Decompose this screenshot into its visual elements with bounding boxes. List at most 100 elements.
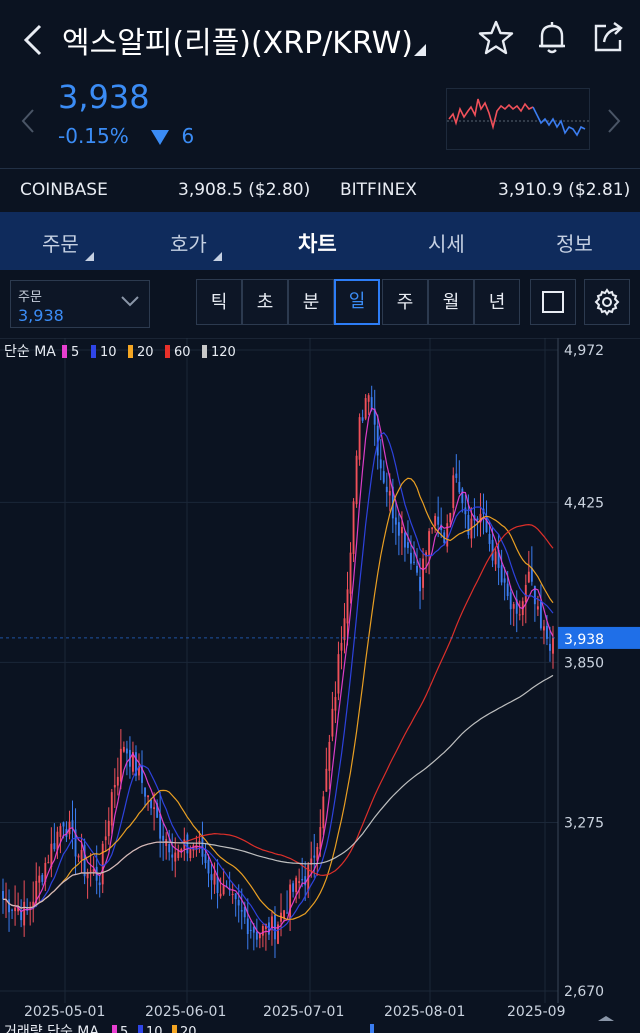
exchange-value-coinbase: 3,908.5 ($2.80): [178, 180, 311, 200]
candle-body: [138, 766, 140, 776]
mini-chart[interactable]: [446, 88, 590, 150]
period-day[interactable]: 일: [334, 279, 380, 325]
tab-order-menu-icon[interactable]: [85, 252, 94, 261]
x-tick-label: 2025-08-01: [384, 1004, 465, 1020]
tab-chart[interactable]: 차트: [298, 232, 337, 256]
page-title[interactable]: 엑스알피(리플)(XRP/KRW): [62, 26, 413, 61]
bell-icon[interactable]: [532, 18, 572, 58]
candle-body: [237, 899, 240, 906]
candle-body: [416, 565, 418, 573]
candle-body: [20, 910, 23, 921]
tab-orderbook-menu-icon[interactable]: [213, 252, 222, 261]
candle-body: [334, 697, 337, 711]
exchange-name-coinbase: COINBASE: [20, 180, 108, 200]
candle-body: [295, 877, 298, 893]
tab-info[interactable]: 정보: [556, 232, 593, 256]
candle-body: [304, 876, 307, 886]
candle-body: [74, 829, 77, 857]
candle-body: [367, 395, 370, 402]
prev-coin-icon[interactable]: [18, 106, 38, 136]
candle-body: [349, 552, 352, 594]
candle-body: [452, 475, 455, 508]
volume-bar: [370, 1024, 374, 1033]
candle-body: [346, 589, 349, 624]
candle-body: [546, 625, 548, 639]
price-change: -0.15% 6: [58, 124, 194, 148]
share-icon[interactable]: [588, 18, 628, 58]
candle-body: [479, 513, 482, 523]
candle-body: [204, 854, 207, 864]
candle-body: [222, 885, 225, 895]
x-tick-label: 2025-07-01: [263, 1004, 344, 1020]
order-select[interactable]: [10, 280, 150, 328]
settings-button[interactable]: [584, 279, 630, 325]
ma-legend-swatch: [165, 345, 170, 358]
candle-body: [455, 473, 458, 478]
tab-orderbook[interactable]: 호가: [170, 232, 207, 256]
square-icon: [542, 291, 564, 313]
candle-body: [56, 831, 59, 851]
candle-body: [425, 552, 428, 557]
candle-body: [491, 539, 494, 561]
chevron-down-icon[interactable]: [120, 294, 140, 308]
price-chart[interactable]: 단순 MA 5 10 20 60 120 4,972 4,425 3,850 3,275 2,670…: [0, 338, 640, 1033]
candle-body: [116, 776, 119, 786]
candle-body: [283, 910, 285, 919]
period-year[interactable]: 년: [474, 279, 520, 325]
candle-body: [358, 417, 361, 460]
tab-market[interactable]: 시세: [428, 232, 465, 256]
fullscreen-button[interactable]: [530, 279, 576, 325]
scroll-handle-icon[interactable]: [598, 1016, 614, 1021]
star-icon[interactable]: [476, 18, 516, 58]
candle-body: [83, 844, 86, 877]
current-price-label: 3,938: [564, 632, 604, 648]
candle-body: [458, 481, 461, 493]
candle-body: [213, 873, 216, 885]
candle-body: [240, 910, 243, 912]
candle-body: [14, 907, 17, 912]
candle-body: [41, 874, 44, 882]
candle-body: [437, 516, 440, 525]
candle-body: [542, 626, 545, 631]
period-tick[interactable]: 틱: [196, 279, 242, 325]
period-week[interactable]: 주: [382, 279, 428, 325]
candle-body: [518, 614, 521, 616]
candle-body: [530, 567, 533, 582]
candle-body: [422, 558, 424, 588]
candle-body: [180, 849, 183, 852]
candle-body: [113, 785, 116, 788]
title-dropdown-icon[interactable]: [414, 44, 426, 56]
volume-legend-swatch: [112, 1025, 117, 1033]
candle-body: [207, 859, 210, 874]
candle-body: [141, 765, 143, 783]
candle-body: [385, 486, 388, 493]
tab-bar: [0, 212, 640, 270]
candle-body: [132, 751, 134, 772]
change-amount: 6: [181, 124, 195, 148]
candle-body: [373, 408, 376, 425]
next-coin-icon[interactable]: [604, 106, 624, 136]
candle-body: [171, 854, 174, 858]
candle-body: [494, 551, 497, 565]
candle-body: [277, 924, 279, 944]
period-second[interactable]: 초: [242, 279, 288, 325]
candle-body: [355, 455, 358, 505]
candle-body: [135, 752, 137, 776]
period-month[interactable]: 월: [428, 279, 474, 325]
candle-body: [289, 884, 292, 919]
candle-body: [11, 909, 14, 911]
change-percent: -0.15%: [58, 124, 129, 148]
tab-order[interactable]: 주문: [42, 232, 79, 256]
candle-body: [234, 893, 237, 900]
candle-body: [552, 637, 554, 654]
candle-body: [539, 601, 542, 629]
candle-body: [298, 881, 301, 883]
candle-body: [352, 501, 355, 554]
period-minute[interactable]: 분: [288, 279, 334, 325]
candle-body: [434, 515, 437, 526]
back-arrow-icon[interactable]: [18, 20, 50, 60]
candle-body: [65, 828, 68, 837]
candle-body: [397, 522, 400, 536]
candle-body: [144, 787, 146, 797]
candle-body: [361, 417, 364, 421]
